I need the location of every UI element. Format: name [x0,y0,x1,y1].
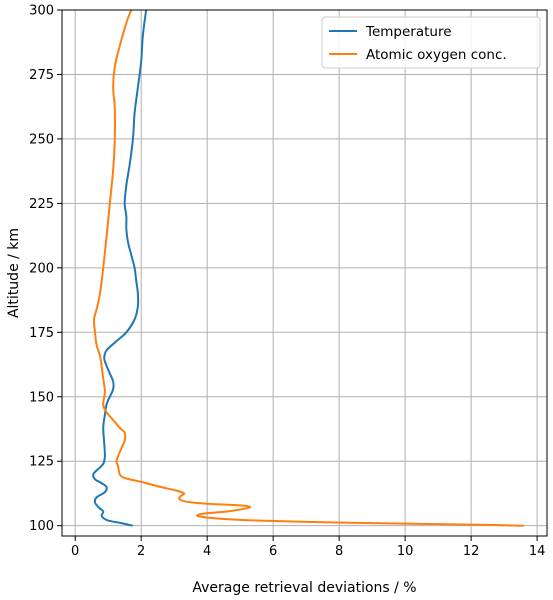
y-tick-label: 300 [29,4,54,19]
y-tick-label: 125 [29,455,54,470]
y-tick-label: 250 [29,132,54,147]
x-axis-title: Average retrieval deviations / % [192,580,416,596]
series-layer [92,9,524,527]
x-axis-ticks: 0 2 4 6 8 10 12 14 [71,536,545,559]
y-tick-label: 100 [29,519,54,534]
legend-box [321,16,541,69]
x-tick-label: 2 [137,544,145,559]
x-tick-label: 10 [397,544,414,559]
y-tick-label: 175 [29,326,54,341]
y-tick-label: 200 [29,261,54,276]
x-tick-label: 14 [529,544,546,559]
y-tick-label: 275 [29,68,54,83]
y-axis-ticks: 100 125 150 175 200 225 250 275 300 [29,4,62,534]
plot-frame [61,9,548,537]
x-tick-label: 6 [269,544,277,559]
x-tick-label: 4 [203,544,211,559]
legend: Temperature Atomic oxygen conc. [321,16,541,69]
y-tick-label: 225 [29,197,54,212]
x-tick-label: 12 [463,544,480,559]
legend-label: Temperature [365,24,452,40]
legend-label: Atomic oxygen conc. [366,47,507,63]
x-tick-label: 0 [71,544,79,559]
series-line-atomic-oxygen-conc [92,9,524,527]
y-tick-label: 150 [29,390,54,405]
x-tick-label: 8 [335,544,343,559]
series-line-temperature [92,9,148,527]
y-axis-title: Altitude / km [6,228,22,318]
